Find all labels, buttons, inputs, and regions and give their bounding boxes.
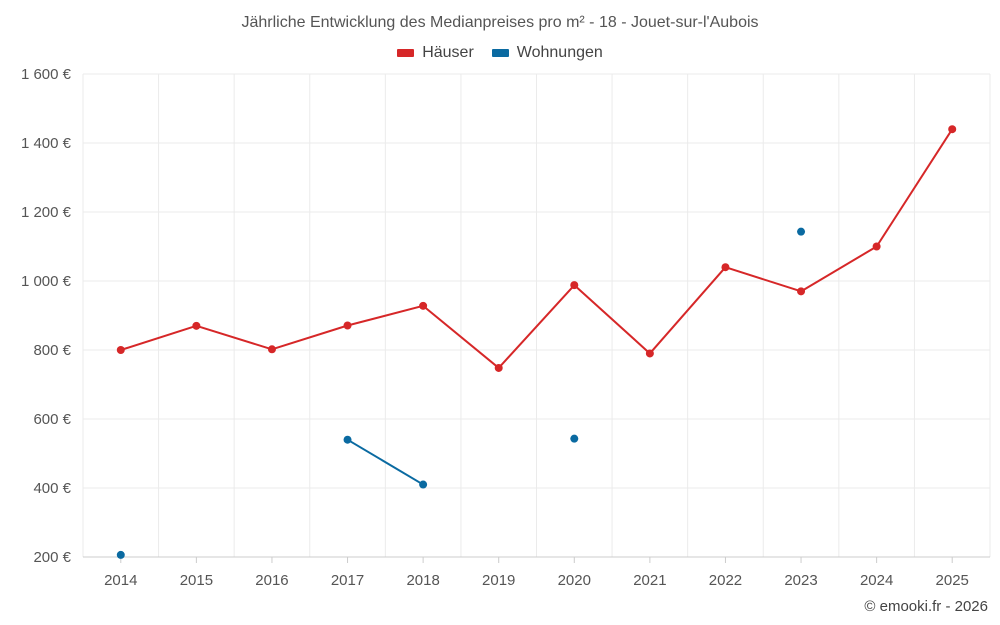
data-point-haeuser[interactable] [797, 287, 806, 296]
y-tick-label: 400 € [33, 480, 71, 497]
data-point-haeuser[interactable] [419, 301, 428, 310]
data-point-wohnungen[interactable] [343, 435, 352, 444]
series-line-haeuser [649, 266, 727, 355]
data-point-wohnungen[interactable] [797, 227, 806, 236]
y-tick-label: 800 € [33, 342, 71, 359]
data-point-haeuser[interactable] [721, 263, 730, 272]
legend-label-wohnungen: Wohnungen [516, 44, 603, 61]
x-tick-label: 2020 [558, 572, 591, 589]
x-tick-label: 2022 [709, 572, 742, 589]
chart-title: Jährliche Entwicklung des Medianpreises … [241, 14, 759, 31]
x-tick-label: 2025 [936, 572, 969, 589]
data-point-haeuser[interactable] [343, 321, 352, 330]
x-tick-label: 2021 [633, 572, 666, 589]
x-tick-label: 2015 [180, 572, 213, 589]
data-point-haeuser[interactable] [192, 321, 201, 330]
grid-layer [82, 73, 991, 558]
x-tick-label: 2017 [331, 572, 364, 589]
series-line-haeuser [497, 284, 576, 369]
data-point-haeuser[interactable] [116, 346, 125, 354]
x-tick-label: 2014 [104, 572, 137, 589]
axis-layer: 200 € 400 € 600 € 800 € 1 000 € 1 200 € 1 400 … [21, 66, 990, 589]
series-layer [116, 125, 957, 559]
series-line-haeuser [422, 305, 500, 369]
series-line-haeuser [120, 324, 197, 351]
chart-legend: Häuser Wohnungen [0, 44, 1000, 62]
x-tick-label: 2019 [482, 572, 515, 589]
legend-swatch-wohnungen [491, 49, 509, 57]
series-line-wohnungen [347, 438, 424, 486]
series-line-haeuser [573, 284, 651, 355]
data-point-haeuser[interactable] [645, 349, 654, 358]
data-point-haeuser[interactable] [267, 345, 276, 354]
series-line-haeuser [725, 266, 802, 293]
series-line-haeuser [800, 245, 878, 293]
y-tick-label: 1 600 € [21, 66, 72, 83]
x-tick-label: 2018 [406, 572, 439, 589]
legend-item-wohnungen[interactable]: Wohnungen [491, 44, 603, 62]
series-line-haeuser [875, 128, 954, 248]
data-point-wohnungen[interactable] [419, 480, 428, 489]
series-line-haeuser [347, 304, 424, 327]
legend-label-haeuser: Häuser [422, 44, 474, 61]
data-point-haeuser[interactable] [494, 363, 503, 372]
x-tick-label: 2023 [784, 572, 817, 589]
y-tick-label: 1 000 € [21, 273, 72, 290]
y-tick-label: 1 200 € [21, 204, 72, 221]
x-tick-label: 2024 [860, 572, 893, 589]
y-tick-label: 1 400 € [21, 135, 72, 152]
legend-item-haeuser[interactable]: Häuser [397, 44, 474, 62]
copyright-footer: © emooki.fr - 2026 [864, 598, 988, 615]
y-tick-label: 200 € [33, 549, 71, 566]
data-point-wohnungen[interactable] [116, 550, 125, 559]
data-point-haeuser[interactable] [872, 242, 881, 251]
y-tick-label: 600 € [33, 411, 71, 428]
series-line-haeuser [271, 324, 348, 351]
legend-swatch-haeuser [397, 49, 415, 57]
data-point-haeuser[interactable] [948, 125, 957, 134]
data-point-wohnungen[interactable] [570, 434, 579, 443]
x-tick-label: 2016 [255, 572, 288, 589]
data-point-haeuser[interactable] [570, 281, 579, 290]
series-line-haeuser [196, 324, 273, 351]
